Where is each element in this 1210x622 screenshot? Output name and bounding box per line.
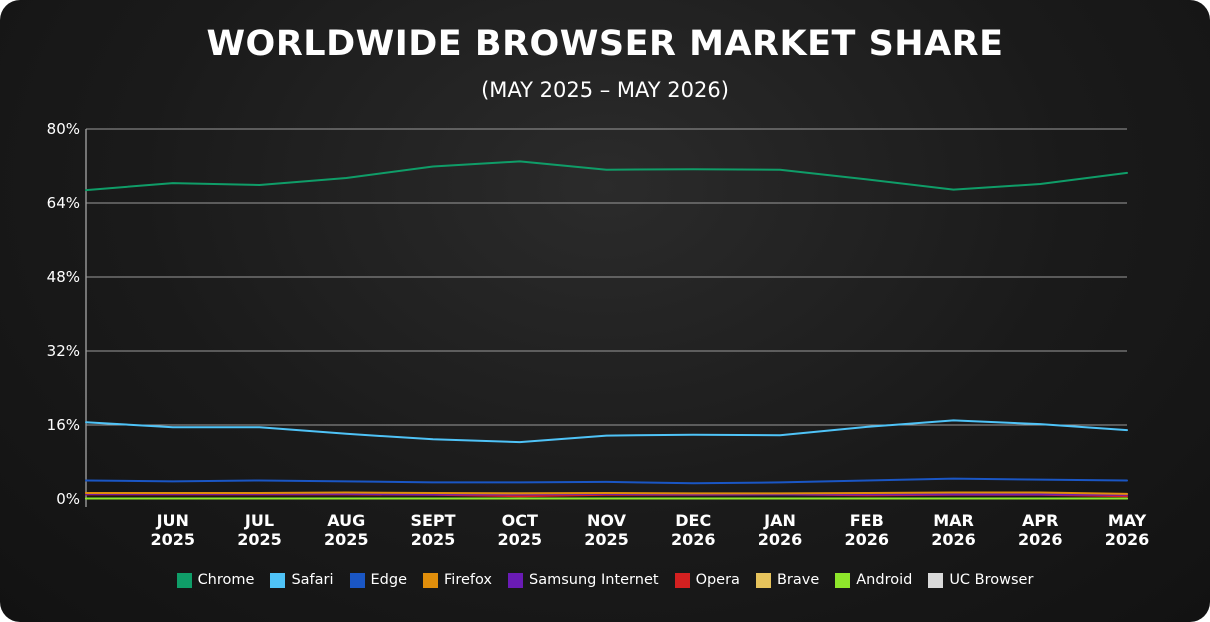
chart-title: WORLDWIDE BROWSER MARKET SHARE	[206, 24, 1004, 64]
y-tick-label: 16%	[47, 416, 80, 434]
y-tick-label: 64%	[47, 194, 80, 212]
y-tick-label: 32%	[47, 342, 80, 360]
x-tick-label: SEPT 2025	[410, 511, 455, 549]
legend-item-edge: Edge	[349, 572, 408, 588]
legend-label: Safari	[291, 572, 334, 588]
x-tick-label: MAY 2026	[1105, 511, 1150, 549]
series-line-edge	[85, 477, 1128, 485]
legend-item-opera: Opera	[674, 572, 740, 588]
legend-item-safari: Safari	[270, 572, 334, 588]
legend-item-firefox: Firefox	[423, 572, 492, 588]
x-tick-label: APR 2026	[1018, 511, 1063, 549]
legend-item-chrome: Chrome	[176, 572, 255, 588]
legend-item-android: Android	[835, 572, 912, 588]
x-tick-label: OCT 2025	[497, 511, 542, 549]
legend-label: Opera	[695, 572, 740, 588]
legend-label: UC Browser	[949, 572, 1034, 588]
y-tick-label: 0%	[56, 490, 80, 508]
x-tick-label: DEC 2026	[671, 511, 716, 549]
legend-label: Brave	[776, 572, 820, 588]
series-line-chrome	[85, 160, 1128, 192]
legend-swatch	[270, 572, 286, 588]
legend-swatch	[508, 572, 524, 588]
legend-label: Samsung Internet	[529, 572, 659, 588]
y-tick-label: 48%	[47, 268, 80, 286]
series-line-firefox	[85, 491, 1128, 495]
chart-legend: Chrome Safari Edge Firefox Samsung Internet O…	[0, 572, 1210, 588]
x-tick-label: FEB 2026	[844, 511, 889, 549]
legend-swatch	[423, 572, 439, 588]
series-line-safari	[85, 419, 1128, 444]
y-tick-label: 80%	[47, 120, 80, 138]
legend-swatch	[674, 572, 690, 588]
legend-swatch	[349, 572, 365, 588]
legend-swatch	[176, 572, 192, 588]
x-tick-label: JUN 2025	[150, 511, 195, 549]
legend-label: Android	[856, 572, 913, 588]
x-tick-label: JAN 2026	[758, 511, 803, 549]
legend-label: Edge	[370, 572, 408, 588]
legend-item-brave: Brave	[755, 572, 820, 588]
legend-item-samsung-internet: Samsung Internet	[508, 572, 659, 588]
x-tick-label: JUL 2025	[237, 511, 282, 549]
legend-label: Chrome	[197, 572, 255, 588]
legend-swatch	[928, 572, 944, 588]
x-tick-label: AUG 2025	[324, 511, 369, 549]
legend-swatch	[835, 572, 851, 588]
x-tick-label: MAR 2026	[931, 511, 976, 549]
legend-item-uc-browser: UC Browser	[928, 572, 1033, 588]
x-tick-label: NOV 2025	[584, 511, 629, 549]
legend-swatch	[755, 572, 771, 588]
chart-subtitle: (MAY 2025 – MAY 2026)	[481, 78, 729, 102]
legend-label: Firefox	[444, 572, 493, 588]
series-line-samsung-internet	[85, 492, 1128, 496]
